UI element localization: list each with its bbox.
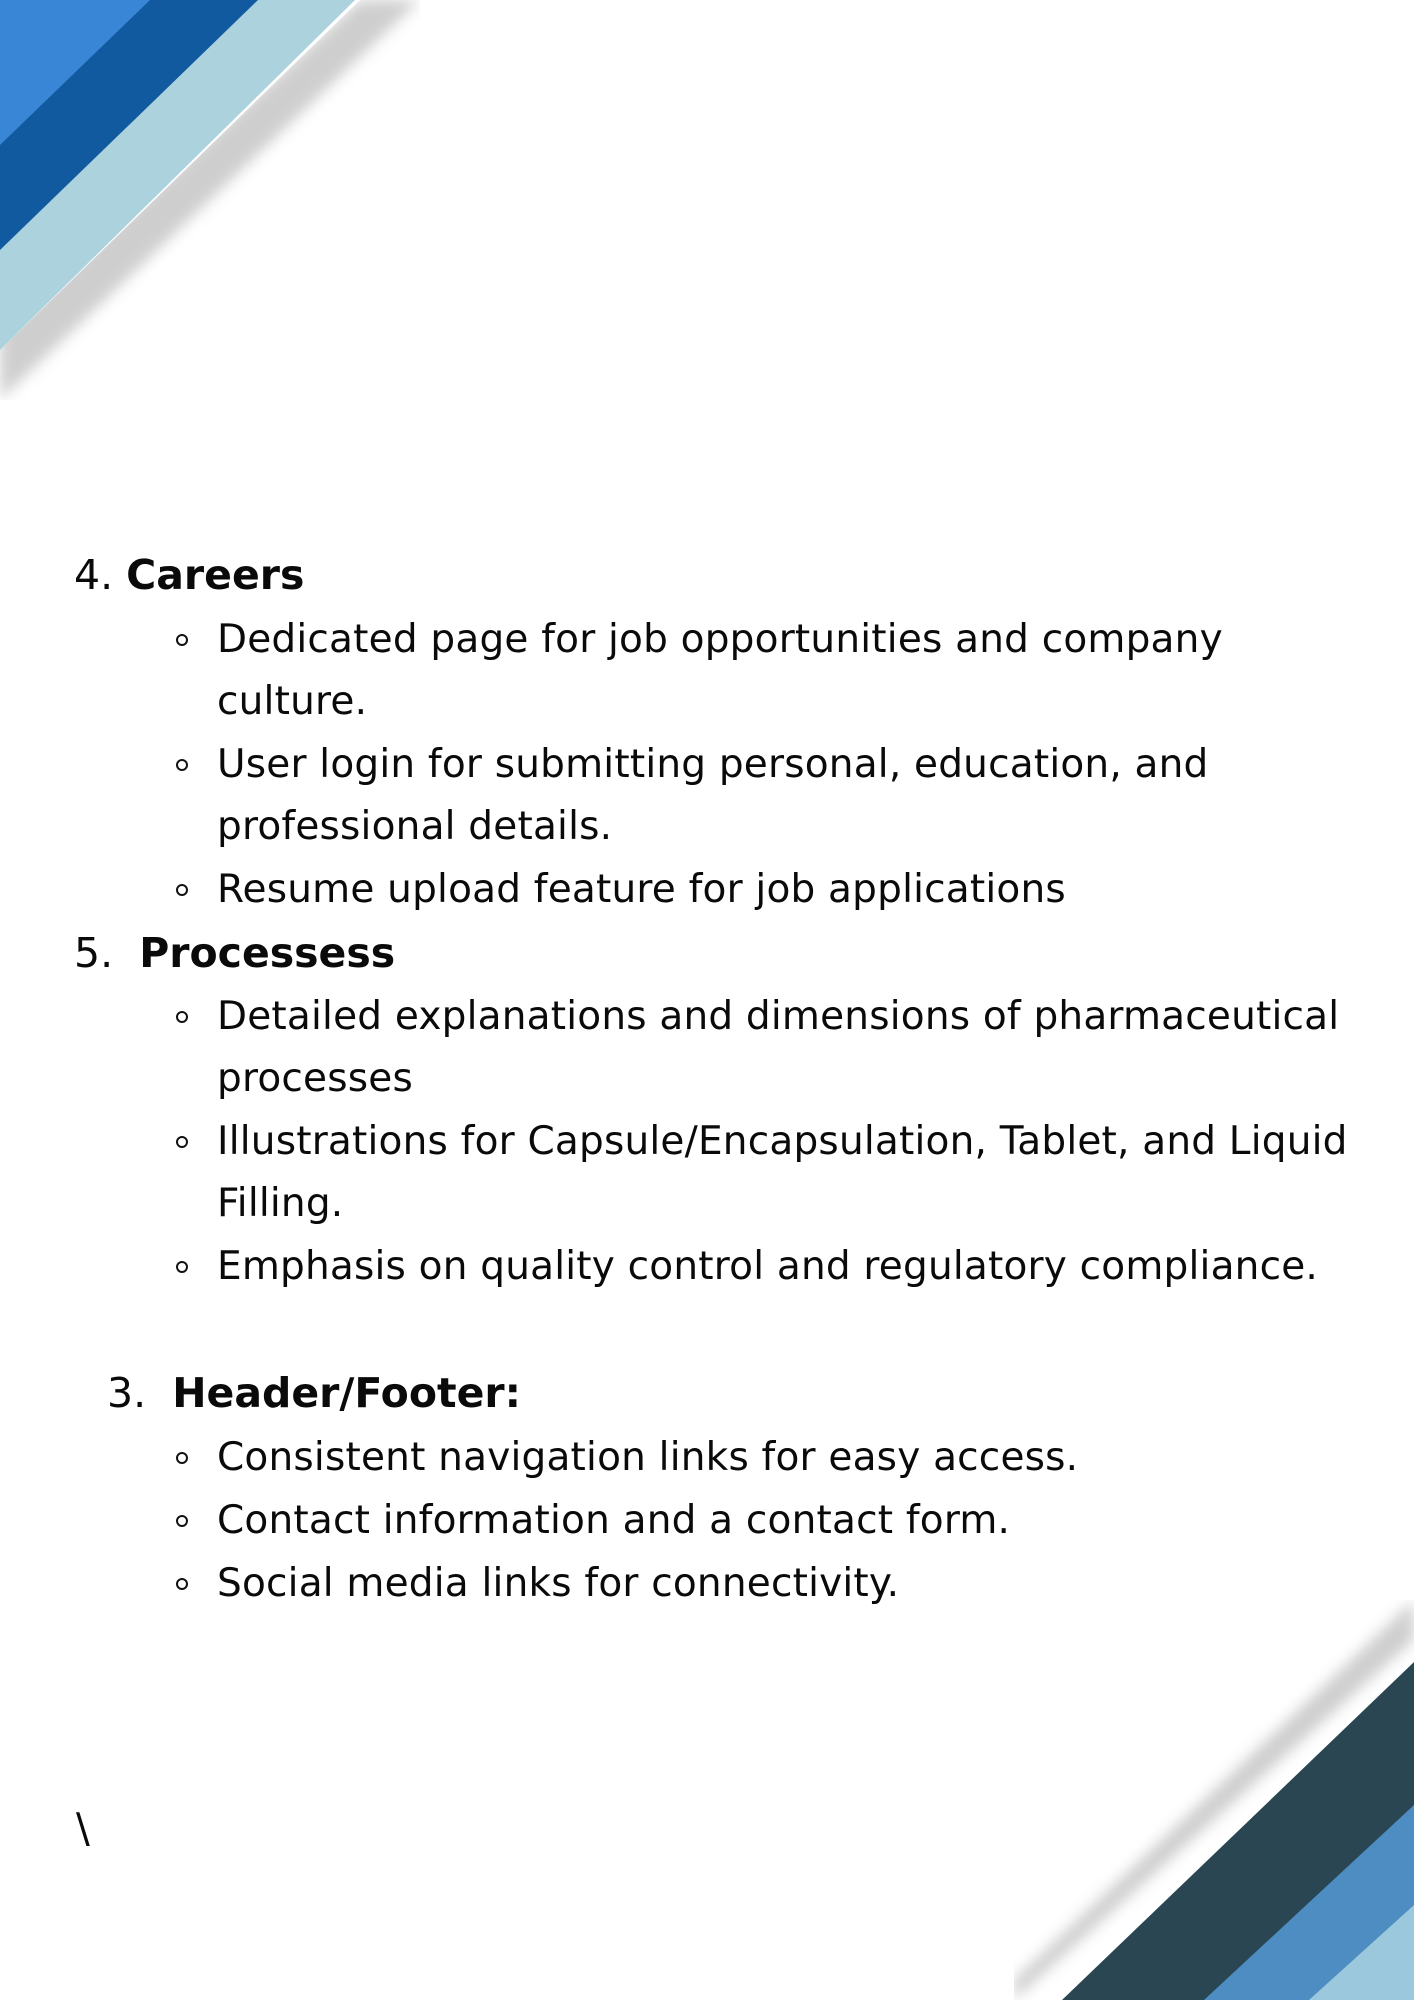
top-left-stripe-decoration	[0, 0, 420, 400]
section-title: Processess	[139, 929, 396, 977]
section-heading-processess: 5. Processess	[74, 933, 395, 974]
list-item: User login for submitting personal, educ…	[176, 734, 1367, 858]
list-item: Detailed explanations and dimensions of …	[176, 986, 1367, 1110]
section-title: Header/Footer:	[172, 1369, 522, 1417]
list-item: Dedicated page for job opportunities and…	[176, 609, 1367, 733]
list-item: Consistent navigation links for easy acc…	[176, 1427, 1367, 1489]
list-item: Emphasis on quality control and regulato…	[176, 1236, 1367, 1298]
list-item: Resume upload feature for job applicatio…	[176, 859, 1367, 921]
list-item: Social media links for connectivity.	[176, 1553, 1367, 1615]
section-number: 3.	[107, 1369, 147, 1417]
section-heading-careers: 4. Careers	[74, 555, 304, 596]
section-number: 4.	[74, 551, 114, 599]
list-item: Illustrations for Capsule/Encapsulation,…	[176, 1111, 1367, 1235]
section-title: Careers	[126, 551, 305, 599]
stray-backslash: \	[76, 1804, 90, 1852]
list-item: Contact information and a contact form.	[176, 1490, 1367, 1552]
section-number: 5.	[74, 929, 114, 977]
section-heading-header-footer: 3. Header/Footer:	[107, 1373, 521, 1414]
bottom-right-stripe-decoration	[1014, 1600, 1414, 2000]
